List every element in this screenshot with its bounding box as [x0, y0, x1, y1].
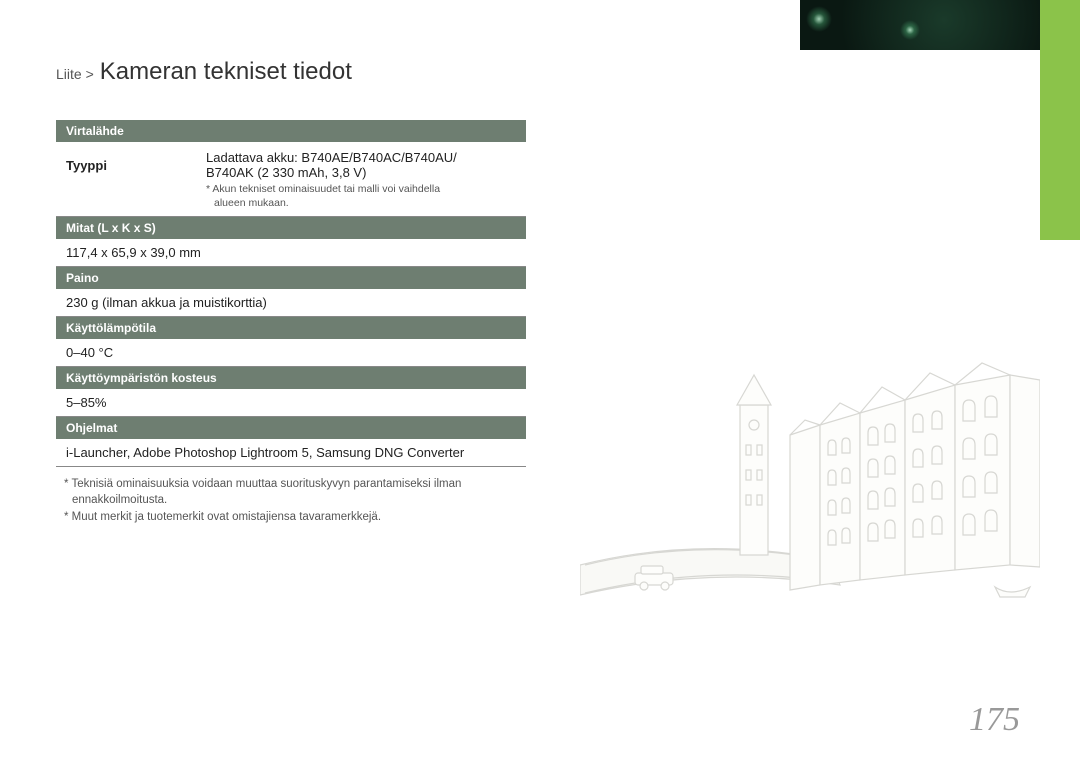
breadcrumb-prefix: Liite > — [56, 66, 94, 82]
footnote-1: * Teknisiä ominaisuuksia voidaan muuttaa… — [64, 477, 526, 508]
section-header-temp: Käyttölämpötila — [56, 317, 526, 339]
footnotes: * Teknisiä ominaisuuksia voidaan muuttaa… — [56, 467, 526, 526]
type-value-line1: Ladattava akku: B740AE/B740AC/B740AU/ — [206, 150, 516, 165]
type-value: Ladattava akku: B740AE/B740AC/B740AU/ B7… — [196, 142, 526, 216]
spec-table: Virtalähde Tyyppi Ladattava akku: B740AE… — [56, 120, 526, 528]
section-header-software: Ohjelmat — [56, 417, 526, 439]
temp-value: 0–40 °C — [56, 339, 526, 367]
decorative-banner — [800, 0, 1040, 50]
type-value-line2: B740AK (2 330 mAh, 3,8 V) — [206, 165, 516, 180]
type-note-line2: alueen mukaan. — [206, 197, 289, 209]
dimensions-value: 117,4 x 65,9 x 39,0 mm — [56, 239, 526, 267]
footnote-1-line2: ennakkoilmoitusta. — [64, 494, 167, 506]
footnote-1-line1: * Teknisiä ominaisuuksia voidaan muuttaa… — [64, 478, 461, 490]
section-header-power: Virtalähde — [56, 120, 526, 142]
weight-value: 230 g (ilman akkua ja muistikorttia) — [56, 289, 526, 317]
section-header-dimensions: Mitat (L x K x S) — [56, 217, 526, 239]
page-number: 175 — [969, 701, 1020, 739]
section-header-weight: Paino — [56, 267, 526, 289]
type-note-line1: * Akun tekniset ominaisuudet tai malli v… — [206, 183, 440, 195]
software-value: i-Launcher, Adobe Photoshop Lightroom 5,… — [56, 439, 526, 467]
section-header-humidity: Käyttöympäristön kosteus — [56, 367, 526, 389]
page-title: Kameran tekniset tiedot — [100, 58, 352, 86]
accent-strip — [1040, 0, 1080, 240]
footnote-2: * Muut merkit ja tuotemerkit ovat omista… — [64, 510, 526, 526]
humidity-value: 5–85% — [56, 389, 526, 417]
city-illustration — [580, 335, 1040, 675]
type-note: * Akun tekniset ominaisuudet tai malli v… — [206, 182, 516, 210]
type-label: Tyyppi — [56, 142, 196, 216]
breadcrumb: Liite > Kameran tekniset tiedot — [56, 58, 352, 86]
